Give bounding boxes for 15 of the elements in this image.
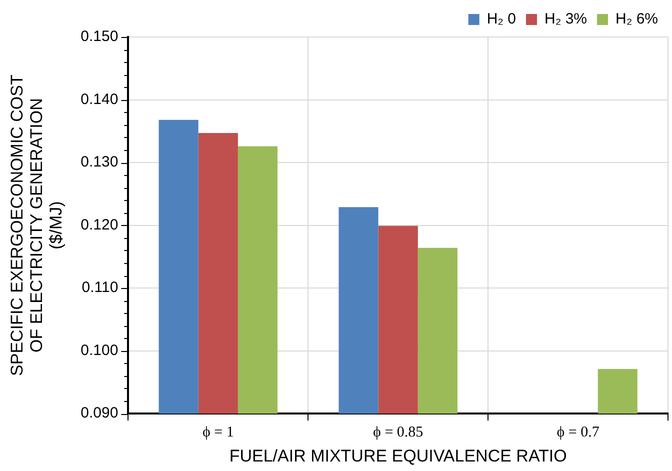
x-tick-label: ϕ = 0.7 xyxy=(556,424,600,441)
y-tick-label: 0.100 xyxy=(80,342,118,359)
x-tick-label: ϕ = 0.85 xyxy=(373,424,424,441)
legend-label: H₂ 6% xyxy=(616,10,658,28)
y-axis-title: SPECIFIC EXERGOECONOMIC COST OF ELECTRICITY GENERATION ($/MJ) xyxy=(7,74,66,376)
x-tick-label: ϕ = 1 xyxy=(202,424,234,441)
y-tick-label: 0.120 xyxy=(80,216,118,234)
y-tick-label: 0.140 xyxy=(80,90,118,108)
legend-label: H₂ 3% xyxy=(544,10,588,28)
legend-label: H₂ 0 xyxy=(486,10,516,28)
y-tick-label: 0.130 xyxy=(80,154,118,171)
y-tick-label: 0.110 xyxy=(82,279,118,296)
y-tick-label: 0.150 xyxy=(80,28,118,46)
x-axis-title: FUEL/AIR MIXTURE EQUIVALENCE RATIO xyxy=(229,446,567,466)
y-tick-label: 0.090 xyxy=(80,404,118,422)
